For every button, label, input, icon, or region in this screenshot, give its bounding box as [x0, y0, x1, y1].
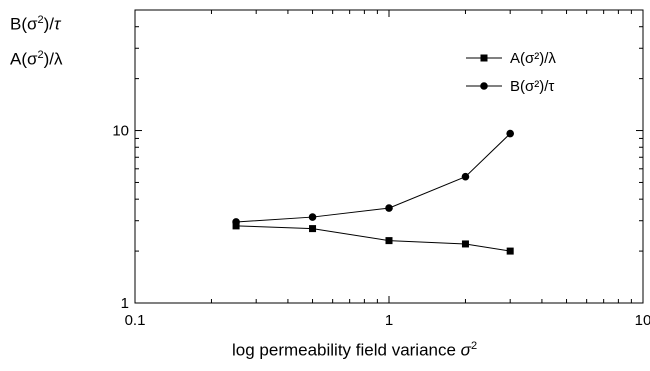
data-point-circle: [461, 172, 470, 181]
x-tick-label: 1: [385, 312, 393, 329]
legend-marker-square: [480, 54, 488, 62]
data-point-circle: [232, 218, 240, 226]
data-point-square: [506, 247, 514, 255]
y-axis-label-a: A(σ2)/λ: [10, 49, 63, 69]
plot-frame: [134, 9, 644, 304]
legend-marker-circle: [480, 82, 488, 90]
legend-label-1: B(σ²)/τ: [510, 78, 554, 95]
x-tick-label: 0.1: [125, 312, 146, 329]
x-tick-label: 10: [635, 312, 650, 329]
x-axis-label: log permeability field variance σ2: [232, 340, 478, 360]
series-line-0: [236, 225, 511, 252]
data-point-square: [232, 222, 240, 230]
data-point-circle: [506, 129, 514, 138]
data-point-square: [385, 237, 393, 245]
y-axis-label-b: B(σ2)/τ: [10, 14, 61, 34]
data-point-square: [309, 225, 317, 233]
legend-label-0: A(σ²)/λ: [510, 50, 556, 67]
data-point-circle: [385, 204, 393, 212]
y-tick-label: 1: [121, 295, 129, 312]
data-point-square: [461, 240, 469, 248]
y-tick-label: 10: [112, 123, 129, 140]
data-point-circle: [308, 213, 317, 221]
